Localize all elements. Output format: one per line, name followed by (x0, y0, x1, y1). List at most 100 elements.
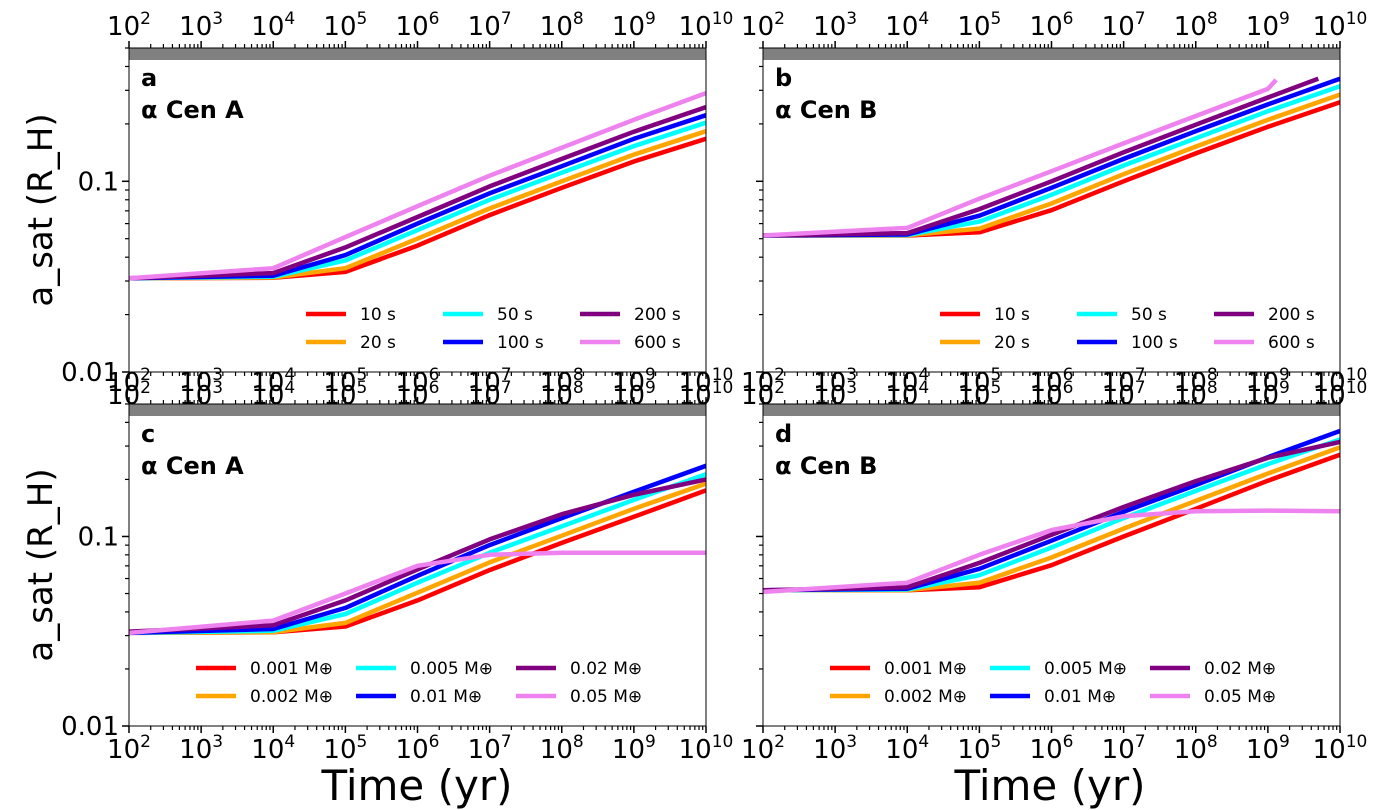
x-tick-label: 106 (396, 365, 440, 398)
x-tick-label: 104 (885, 9, 929, 42)
x-tick-label: 102 (741, 732, 785, 765)
x-tick-label: 102 (741, 365, 785, 398)
series-line (763, 508, 1340, 595)
x-tick-label: 106 (1030, 732, 1074, 765)
y-tick-label: 0.01 (61, 712, 119, 742)
series-line (129, 113, 706, 281)
legend: 10 s 20 s 50 s 100 s 200 s 600 s (306, 305, 681, 353)
panel-b: 102 102 103 103 104 104 105 105 106 106 107 107 108 1… (741, 9, 1367, 411)
x-tick-label: 108 (540, 732, 584, 765)
legend-label: 0.001 M⊕ (884, 659, 967, 679)
legend-label: 0.01 M⊕ (1044, 687, 1116, 707)
panel-a: 102 102 103 103 104 104 105 105 106 106 107 107 108 1… (61, 9, 733, 411)
legend-label: 0.001 M⊕ (250, 659, 333, 679)
series-group (763, 428, 1340, 595)
x-tick-label: 104 (251, 732, 295, 765)
x-tick-label: 108 (540, 9, 584, 42)
legend-label: 600 s (634, 333, 681, 353)
legend-label: 10 s (360, 305, 396, 325)
legend-label: 20 s (360, 333, 396, 353)
series-line (763, 78, 1278, 238)
x-tick-label: 103 (813, 732, 857, 765)
gray-band (763, 404, 1340, 416)
x-tick-label: 109 (1246, 9, 1290, 42)
x-tick-label: 108 (540, 365, 584, 398)
series-line (129, 477, 706, 634)
x-tick-label: 105 (323, 9, 367, 42)
x-tick-label: 103 (813, 365, 857, 398)
x-tick-label: 106 (396, 732, 440, 765)
x-tick-label: 1010 (679, 365, 734, 398)
x-tick-label: 105 (323, 365, 367, 398)
legend-label: 0.005 M⊕ (1044, 659, 1127, 679)
panel-star-label: α Cen A (141, 452, 244, 480)
x-tick-label: 109 (612, 732, 656, 765)
x-tick-label: 108 (1174, 732, 1218, 765)
x-tick-label: 104 (885, 732, 929, 765)
legend-label: 100 s (1131, 333, 1178, 353)
x-ticks (762, 41, 1341, 379)
legend-label: 50 s (497, 305, 533, 325)
y-ticks (756, 47, 763, 373)
x-tick-label: 107 (468, 365, 512, 398)
x-tick-label: 109 (612, 9, 656, 42)
x-axis-label: Time (yr) (320, 761, 512, 810)
x-tick-label: 107 (468, 9, 512, 42)
x-tick-label: 106 (1030, 365, 1074, 398)
series-group (763, 76, 1340, 238)
x-tick-label: 1010 (679, 732, 734, 765)
y-tick-label: 0.01 (61, 358, 119, 388)
x-tick-label: 103 (179, 732, 223, 765)
panel-star-label: α Cen B (775, 96, 877, 124)
panel-letter: c (141, 420, 155, 448)
x-tick-label: 104 (885, 365, 929, 398)
legend: 0.001 M⊕ 0.002 M⊕ 0.005 M⊕ 0.01 M⊕ 0.02 M⊕ 0.… (196, 659, 642, 707)
legend-label: 50 s (1131, 305, 1167, 325)
x-ticks (762, 397, 1341, 733)
legend-label: 200 s (634, 305, 681, 325)
x-tick-label: 1010 (1313, 732, 1368, 765)
x-tick-label: 109 (612, 365, 656, 398)
series-line (129, 481, 706, 636)
x-tick-label: 105 (957, 9, 1001, 42)
gray-band (129, 404, 706, 416)
x-tick-label: 105 (957, 732, 1001, 765)
series-line (129, 550, 706, 636)
panel-star-label: α Cen B (775, 452, 877, 480)
x-tick-label: 102 (107, 9, 151, 42)
legend-label: 0.05 M⊕ (1204, 687, 1276, 707)
x-ticks (128, 41, 707, 379)
x-tick-label: 109 (1246, 365, 1290, 398)
legend-label: 0.005 M⊕ (410, 659, 493, 679)
x-tick-label: 102 (107, 732, 151, 765)
x-tick-label: 108 (1174, 365, 1218, 398)
series-line (129, 488, 706, 636)
legend-label: 0.002 M⊕ (884, 687, 967, 707)
series-group (129, 463, 706, 636)
y-tick-label: 0.1 (78, 522, 119, 552)
panel-letter: d (775, 420, 792, 448)
legend-label: 200 s (1268, 305, 1315, 325)
x-ticks (128, 397, 707, 733)
series-group (129, 90, 706, 281)
x-tick-label: 106 (396, 9, 440, 42)
x-tick-label: 102 (741, 9, 785, 42)
x-tick-label: 103 (179, 9, 223, 42)
panel-letter: a (141, 64, 157, 92)
x-tick-label: 1010 (1313, 9, 1368, 42)
series-line (129, 104, 706, 281)
panel-star-label: α Cen A (141, 96, 244, 124)
y-axis-label: a_sat (R_H) (21, 113, 61, 306)
legend-label: 10 s (994, 305, 1030, 325)
gray-band (129, 48, 706, 60)
y-ticks (122, 403, 129, 727)
legend-label: 100 s (497, 333, 544, 353)
x-tick-label: 105 (323, 732, 367, 765)
series-line (129, 90, 706, 281)
y-ticks (122, 47, 129, 373)
legend-label: 0.002 M⊕ (250, 687, 333, 707)
y-axis-label: a_sat (R_H) (21, 468, 61, 661)
x-tick-label: 107 (1102, 732, 1146, 765)
panel-c: 102 102 103 103 104 104 105 105 106 106 107 107 108 1… (61, 365, 733, 765)
